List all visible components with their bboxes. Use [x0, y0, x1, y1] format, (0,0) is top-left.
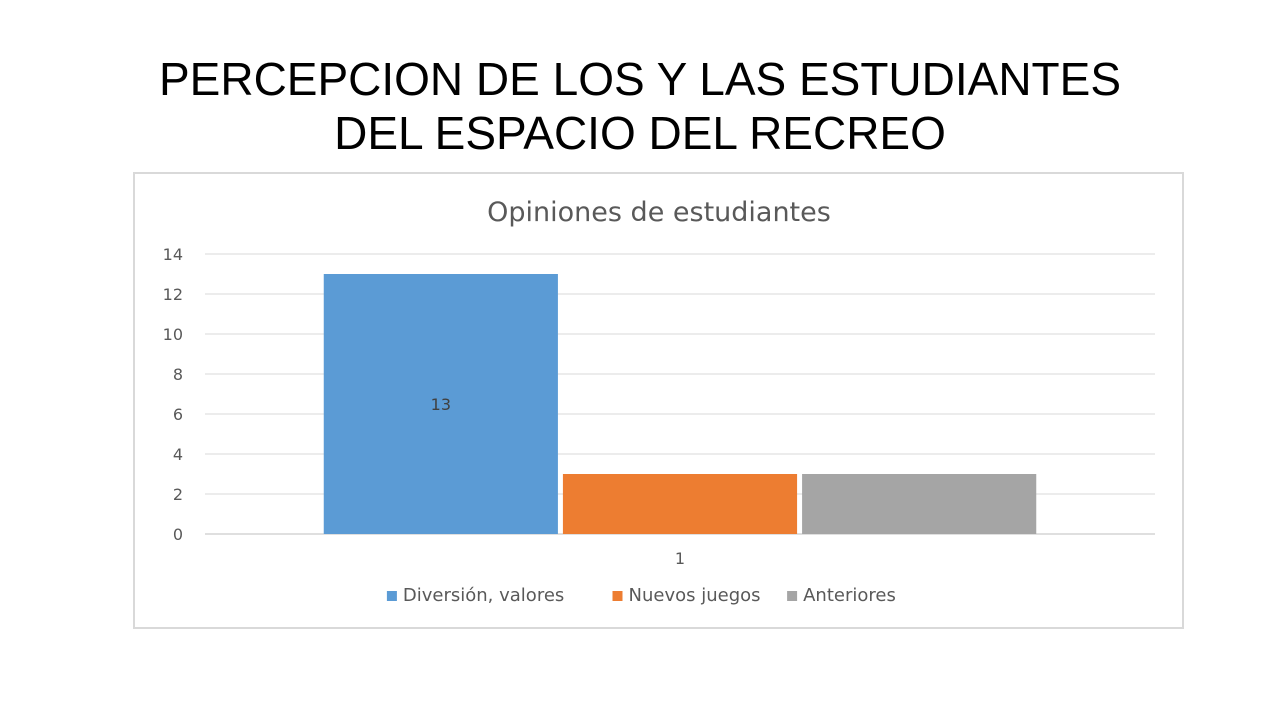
legend-swatch: [787, 591, 798, 601]
y-tick-label: 8: [173, 365, 183, 384]
x-tick-label: 1: [675, 549, 685, 568]
y-tick-label: 6: [173, 405, 183, 424]
slide-title-line-1: PERCEPCION DE LOS Y LAS ESTUDIANTES: [158, 53, 1122, 105]
y-tick-label: 10: [163, 325, 183, 344]
legend-swatch: [386, 591, 397, 601]
chart-frame: Opiniones de estudiantes 0 2 4 6 8 10 12 14 13 …: [133, 172, 1184, 629]
legend-swatch: [612, 591, 623, 601]
y-axis: 0 2 4 6 8 10 12 14: [163, 245, 183, 544]
y-tick-label: 12: [163, 285, 183, 304]
data-label: 13: [431, 395, 451, 414]
y-tick-label: 0: [173, 525, 183, 544]
legend: Diversión, valores Nuevos juegos Anteriore…: [386, 585, 896, 606]
y-tick-label: 14: [163, 245, 183, 264]
bar-anteriores: [802, 474, 1037, 534]
legend-label: Diversión, valores: [403, 585, 564, 606]
y-tick-label: 4: [173, 445, 183, 464]
slide-title-line-2: DEL ESPACIO DEL RECREO: [334, 107, 946, 159]
legend-label: Anteriores: [803, 585, 896, 606]
chart-title: Opiniones de estudiantes: [487, 197, 831, 228]
bars: 13: [323, 274, 1037, 534]
bar-nuevos-juegos: [562, 474, 798, 534]
bar-diversi-n-valores: [323, 274, 558, 534]
legend-label: Nuevos juegos: [629, 585, 761, 606]
slide-title: PERCEPCION DE LOS Y LAS ESTUDIANTES DEL …: [0, 52, 1280, 160]
y-tick-label: 2: [173, 485, 183, 504]
x-axis: 1: [675, 549, 685, 568]
